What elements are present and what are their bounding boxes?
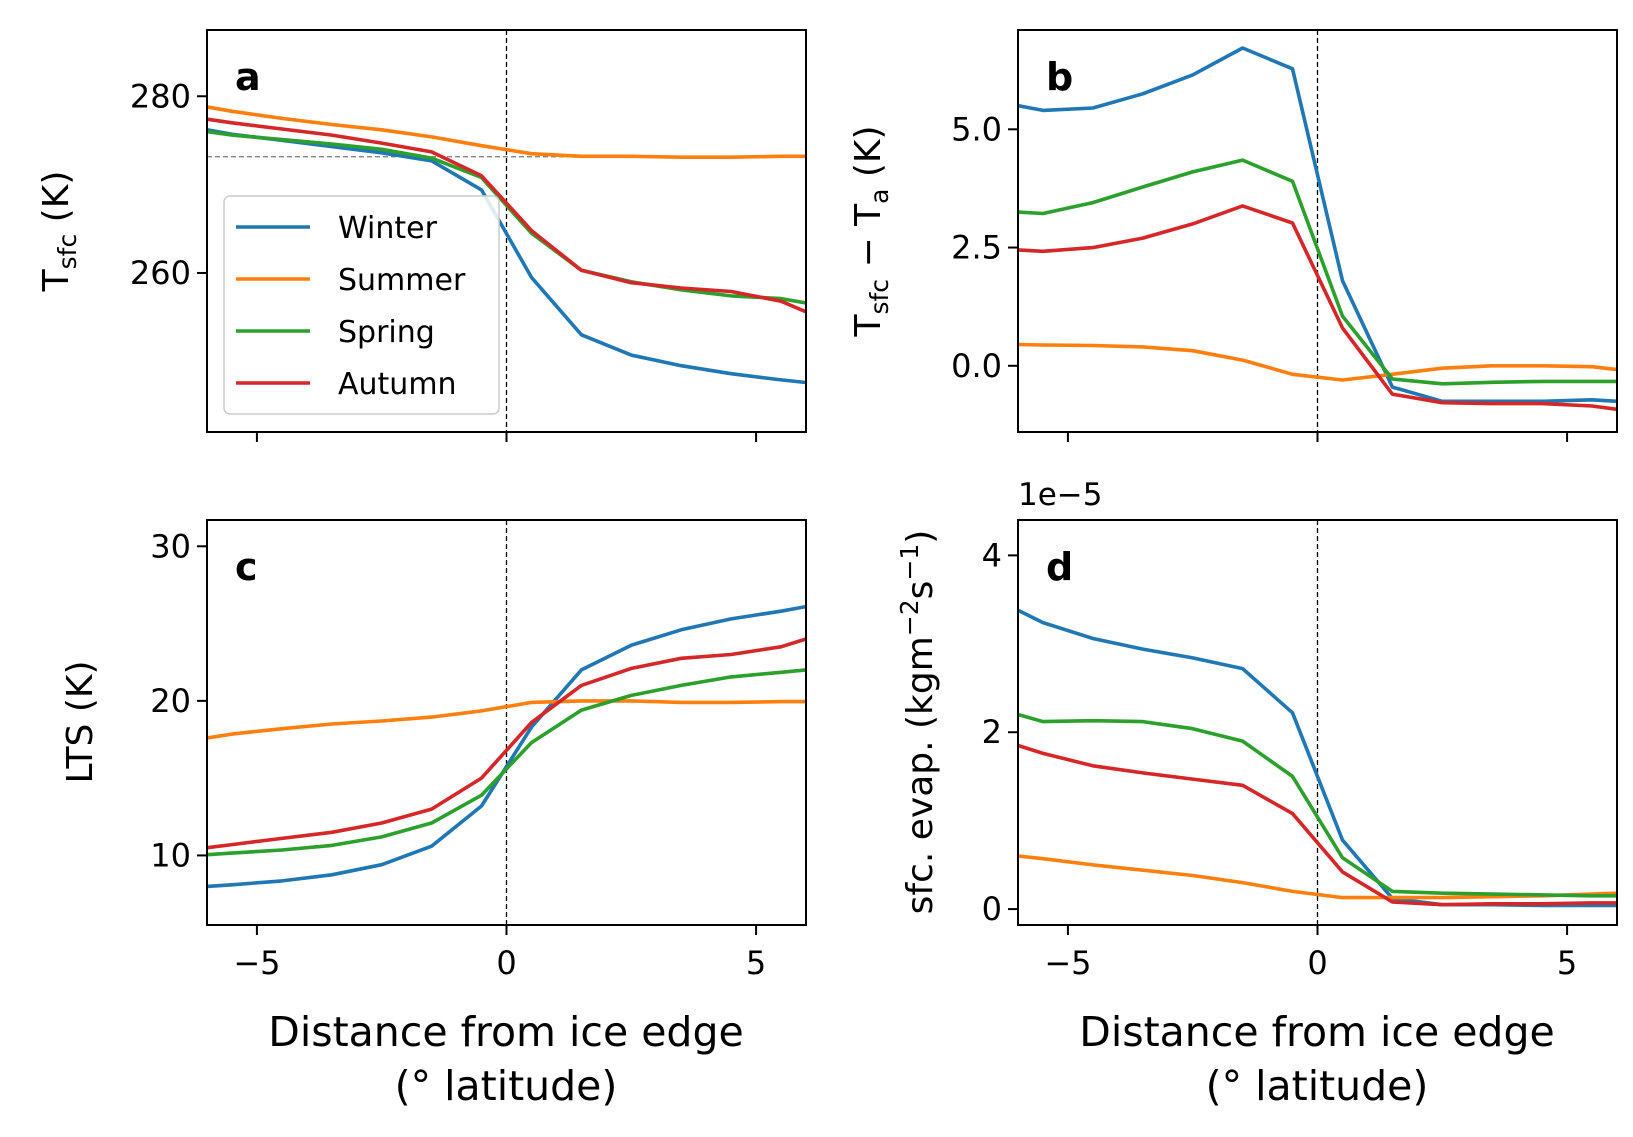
panel-d-y-tick-label: 4 [982, 536, 1002, 574]
x-axis-label-c-line2: (° latitude) [395, 1062, 618, 1110]
x-axis-label-d-line1: Distance from ice edge [1079, 1008, 1554, 1056]
x-axis-label-d-line2: (° latitude) [1206, 1062, 1429, 1110]
legend: Winter Summer Spring Autumn [223, 195, 500, 415]
panel-b-letter: b [1046, 55, 1073, 99]
panel-c-series-spring [207, 668, 806, 857]
legend-label-spring: Spring [338, 315, 435, 350]
panel-b-series-spring [1018, 158, 1617, 386]
panel-b-y-tick-label: 2.5 [951, 229, 1002, 267]
panel-d-offset-text: 1e−5 [1018, 477, 1103, 513]
panel-a-series-summer [207, 105, 806, 159]
legend-label-winter: Winter [338, 211, 438, 246]
panel-b-y-tick-label: 0.0 [951, 347, 1002, 385]
panel-a-series-autumn [207, 117, 806, 314]
panel-a: 260 280 a Tsfc (K) Winter Summer Spring A… [36, 29, 807, 442]
legend-box [223, 195, 500, 415]
panel-d-x-tick-label: 5 [1557, 944, 1577, 982]
panel-c-x-tick-label: −5 [233, 944, 280, 982]
panel-d-series-spring [1018, 712, 1617, 898]
panel-d-series-winter [1018, 608, 1617, 908]
panel-d-ylabel: sfc. evap. (kgm−2s−1) [895, 530, 941, 915]
panel-a-y-tick-label: 280 [130, 77, 191, 115]
panel-b-series-summer [1018, 342, 1617, 382]
panel-c: −5 0 5 10 20 30 c LTS (K) [60, 519, 807, 982]
panel-c-y-tick-label: 30 [150, 527, 191, 565]
panel-c-ylabel: LTS (K) [60, 660, 101, 783]
panel-d-frame [1017, 519, 1618, 926]
legend-label-summer: Summer [338, 263, 466, 298]
panel-d-y-tick-label: 2 [982, 713, 1002, 751]
panel-c-y-tick-label: 20 [150, 682, 191, 720]
panel-d-x-tick-label: −5 [1044, 944, 1091, 982]
panel-a-y-tick-label: 260 [130, 254, 191, 292]
panel-d: −5 0 5 0 2 4 d 1e−5 sfc. evap. (kgm−2s−1) [895, 477, 1618, 982]
x-axis-label-c-line1: Distance from ice edge [268, 1008, 743, 1056]
panel-d-series-autumn [1018, 743, 1617, 907]
panel-d-x-tick-label: 0 [1307, 944, 1327, 982]
panel-a-frame [206, 29, 807, 433]
legend-label-autumn: Autumn [338, 367, 457, 402]
panel-c-x-tick-label: 5 [746, 944, 766, 982]
panel-c-x-tick-label: 0 [496, 944, 516, 982]
panel-d-y-tick-label: 0 [982, 890, 1002, 928]
panel-b-frame [1017, 29, 1618, 433]
panel-c-frame [206, 519, 807, 926]
panel-c-series-autumn [207, 637, 806, 850]
panel-b: 0.0 2.5 5.0 b Tsfc − Ta (K) [848, 29, 1618, 442]
panel-c-y-tick-label: 10 [150, 836, 191, 874]
panel-a-ylabel: Tsfc (K) [36, 171, 82, 293]
panel-c-letter: c [235, 545, 258, 589]
panel-b-ylabel: Tsfc − Ta (K) [848, 125, 894, 337]
panel-b-series-winter [1018, 46, 1617, 404]
panel-c-series-summer [207, 699, 806, 740]
panel-b-y-tick-label: 5.0 [951, 110, 1002, 148]
panel-d-letter: d [1046, 545, 1073, 589]
panel-a-letter: a [235, 55, 261, 99]
panel-b-series-autumn [1018, 204, 1617, 412]
